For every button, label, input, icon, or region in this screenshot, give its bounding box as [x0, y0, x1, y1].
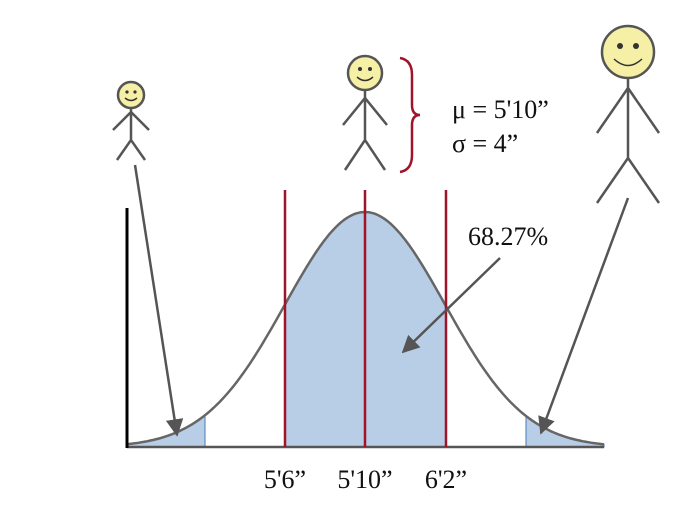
stick-figures	[112, 24, 661, 204]
x-label: 6'2”	[425, 465, 467, 494]
x-label: 5'10”	[337, 465, 392, 494]
arrows	[133, 164, 630, 437]
percent-label: 68.27%	[468, 222, 548, 251]
smiles	[124, 58, 643, 102]
sd-label: σ = 4”	[452, 129, 518, 158]
sigma-lines	[283, 190, 448, 447]
mean-label: μ = 5'10”	[452, 95, 549, 124]
faces	[125, 43, 639, 94]
x-label: 5'6”	[264, 465, 306, 494]
brace	[399, 56, 421, 174]
